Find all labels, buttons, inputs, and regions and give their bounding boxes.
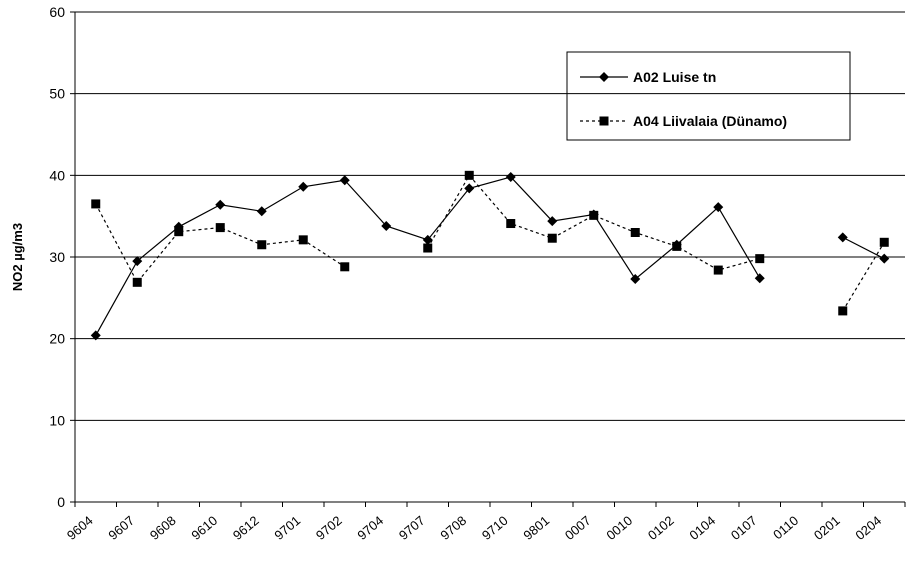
x-tick-label: 9608 [147, 513, 179, 543]
legend-box [566, 51, 851, 141]
x-tick-label: 9610 [188, 513, 220, 543]
data-point [174, 227, 184, 237]
x-tick-label: 0107 [728, 513, 760, 543]
legend-label: A04 Liivalaia (Dünamo) [633, 113, 787, 129]
x-tick-label: 9607 [105, 513, 137, 543]
data-point [837, 232, 848, 243]
y-tick-label: 10 [49, 412, 65, 428]
legend-marker [599, 72, 609, 82]
x-tick-label: 0010 [603, 513, 635, 543]
data-point [423, 243, 433, 253]
x-tick-label: 0104 [686, 513, 718, 543]
data-point [298, 181, 309, 192]
x-tick-label: 9710 [479, 513, 511, 543]
series-line [95, 176, 885, 336]
x-tick-label: 9707 [396, 513, 428, 543]
data-point [506, 219, 516, 229]
legend-marker [599, 116, 609, 126]
data-point [256, 206, 267, 217]
data-point [879, 253, 890, 264]
data-point [132, 256, 143, 267]
data-point [132, 277, 142, 287]
x-tick-label: 0201 [811, 513, 843, 543]
data-point [505, 171, 516, 182]
data-point [589, 210, 599, 220]
y-tick-label: 30 [49, 249, 65, 265]
data-point [464, 183, 475, 194]
data-point [672, 241, 682, 251]
x-tick-label: 0204 [852, 513, 884, 543]
x-tick-label: 9702 [313, 513, 345, 543]
data-point [339, 175, 350, 186]
data-point [422, 234, 433, 245]
y-tick-label: 60 [49, 4, 65, 20]
data-point [754, 273, 765, 284]
y-tick-label: 40 [49, 167, 65, 183]
data-point [630, 274, 641, 285]
series-line [95, 174, 885, 312]
x-tick-label: 9701 [271, 513, 303, 543]
x-tick-label: 0102 [645, 513, 677, 543]
data-point [547, 216, 558, 227]
data-point [257, 240, 267, 250]
data-point [215, 223, 225, 233]
x-tick-label: 9708 [437, 513, 469, 543]
y-tick-label: 20 [49, 331, 65, 347]
x-tick-label: 0007 [562, 513, 594, 543]
legend-label: A02 Luise tn [633, 69, 716, 85]
data-point [298, 235, 308, 245]
data-point [381, 220, 392, 231]
data-point [90, 330, 101, 341]
x-tick-label: 0110 [770, 513, 801, 542]
data-point [713, 265, 723, 275]
y-tick-label: 50 [49, 86, 65, 102]
data-point [340, 262, 350, 272]
data-point [547, 233, 557, 243]
data-point [713, 202, 724, 213]
data-point [91, 199, 101, 209]
y-tick-label: 0 [57, 494, 65, 510]
x-tick-label: 9604 [64, 513, 96, 543]
x-tick-label: 9801 [520, 513, 552, 543]
data-point [630, 228, 640, 237]
data-point [215, 199, 226, 210]
data-point [464, 170, 474, 180]
x-tick-label: 9704 [354, 513, 386, 543]
y-axis-label: NO2 µg/m3 [10, 223, 25, 291]
x-tick-label: 9612 [230, 513, 262, 543]
data-point [755, 254, 765, 264]
data-point [838, 306, 848, 316]
data-point [879, 237, 889, 247]
